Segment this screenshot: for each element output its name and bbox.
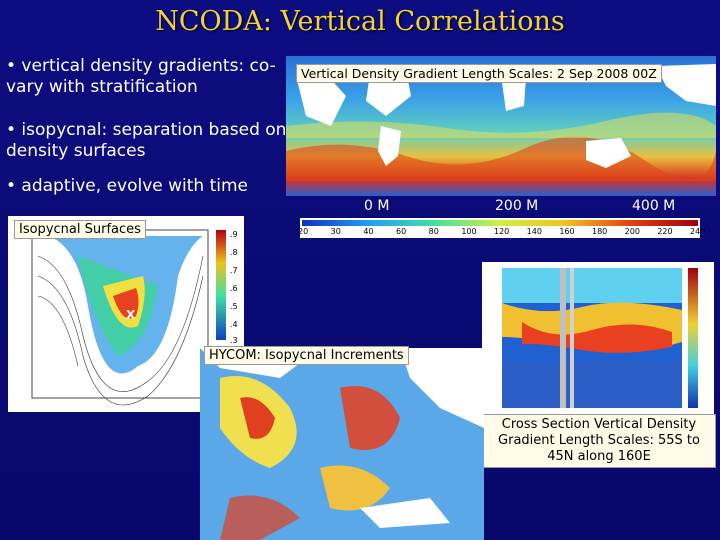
map-colorbar-tick: 80	[428, 227, 439, 236]
isopycnal-tick-1: .8	[230, 248, 238, 257]
map-colorbar-tick: 200	[624, 227, 640, 236]
isopycnal-tick-5: .4	[230, 320, 238, 329]
bullet-isopycnal: • isopycnal: separation based on density…	[6, 120, 287, 161]
isopycnal-tick-4: .5	[230, 302, 238, 311]
bullet-vertical-gradients: • vertical density gradients: co-vary wi…	[6, 56, 276, 97]
cross-section-plot	[502, 268, 698, 408]
map-title: Vertical Density Gradient Length Scales:…	[296, 64, 662, 83]
map-colorbar-gradient	[302, 220, 698, 226]
isopycnal-label: Isopycnal Surfaces	[14, 220, 146, 239]
hycom-panel	[200, 348, 484, 540]
hycom-map	[200, 348, 484, 540]
isopycnal-marker: X	[126, 308, 136, 322]
bullet-adaptive: • adaptive, evolve with time	[6, 176, 249, 196]
scale-label-200m: 200 M	[495, 198, 539, 214]
map-colorbar-tick: 220	[657, 227, 673, 236]
cross-section-panel	[482, 262, 714, 422]
scale-label-400m: 400 M	[632, 198, 676, 214]
isopycnal-tick-0: .9	[230, 230, 238, 239]
map-colorbar-tick: 30	[330, 227, 341, 236]
map-colorbar	[300, 218, 700, 238]
isopycnal-tick-2: .7	[230, 266, 238, 275]
map-colorbar-tick: 40	[363, 227, 374, 236]
isopycnal-tick-6: .3	[230, 336, 238, 345]
map-colorbar-tick: 140	[526, 227, 542, 236]
scale-label-0m: 0 M	[364, 198, 390, 214]
isopycnal-plot	[31, 229, 226, 406]
map-colorbar-tick: 240	[690, 227, 706, 236]
isopycnal-tick-3: .6	[230, 284, 238, 293]
map-colorbar-tick: 180	[592, 227, 608, 236]
hycom-label: HYCOM: Isopycnal Increments	[204, 346, 409, 365]
slide-title: NCODA: Vertical Correlations	[155, 6, 565, 37]
map-colorbar-tick: 120	[494, 227, 510, 236]
map-colorbar-tick: 20	[298, 227, 309, 236]
map-colorbar-tick: 60	[396, 227, 407, 236]
map-colorbar-tick: 100	[461, 227, 477, 236]
map-colorbar-tick: 160	[559, 227, 575, 236]
global-map-panel: Vertical Density Gradient Length Scales:…	[286, 56, 716, 196]
cross-section-caption: Cross Section Vertical Density Gradient …	[482, 414, 716, 468]
